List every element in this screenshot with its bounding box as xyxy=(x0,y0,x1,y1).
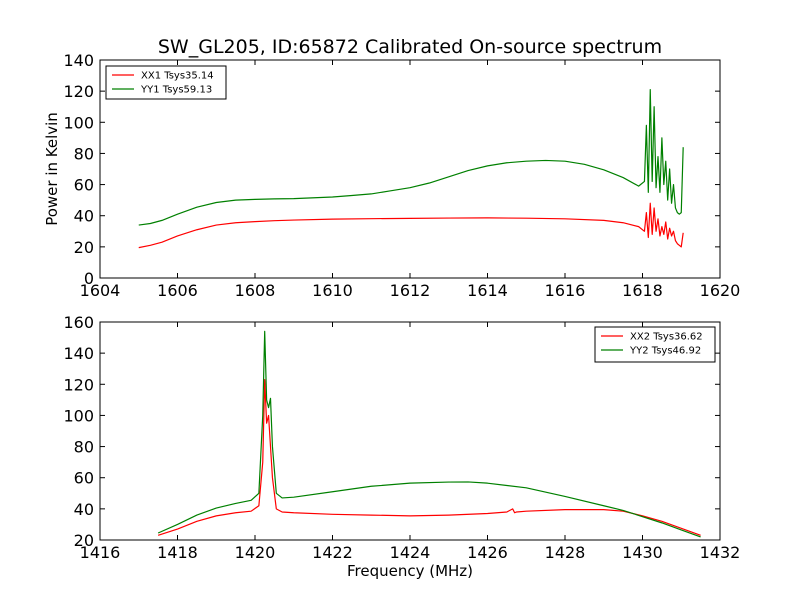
y-tick-label: 60 xyxy=(74,469,94,488)
series-line-xx-1 xyxy=(138,202,684,249)
x-tick-label: 1620 xyxy=(700,281,741,300)
y-tick-label: 40 xyxy=(74,500,94,519)
x-tick-label: 1430 xyxy=(622,543,663,562)
y-tick-label: 140 xyxy=(63,344,94,363)
legend: XX2 Tsys36.62 YY2 Tsys46.92 xyxy=(594,326,716,363)
y-tick-label: 120 xyxy=(63,82,94,101)
x-tick-label: 1420 xyxy=(235,543,276,562)
top-panel: 1604 1606 1608 1610 1612 1614 1616 1618 1620 0 20 4… xyxy=(63,51,740,300)
x-tick-label: 1416 xyxy=(80,543,121,562)
y-tick-label: 100 xyxy=(63,113,94,132)
x-tick-label: 1428 xyxy=(545,543,586,562)
x-tick-label: 1608 xyxy=(235,281,276,300)
y-tick-label: 80 xyxy=(74,438,94,457)
y-tick-label: 20 xyxy=(74,531,94,550)
x-tick-label: 1606 xyxy=(157,281,198,300)
x-tick-label: 1422 xyxy=(312,543,353,562)
x-tick-label: 1618 xyxy=(622,281,663,300)
legend: XX1 Tsys35.14 YY1 Tsys59.13 xyxy=(105,65,227,100)
y-axis-label-top: Power in Kelvin xyxy=(43,112,61,226)
bottom-panel: 1416 1418 1420 1422 1424 1426 1428 1430 1432 20 40… xyxy=(63,313,740,562)
x-tick-label: 1426 xyxy=(467,543,508,562)
x-tick-label: 1604 xyxy=(80,281,121,300)
x-tick-label: 1610 xyxy=(312,281,353,300)
x-axis-label-bottom: Frequency (MHz) xyxy=(347,562,473,580)
x-tick-label: 1616 xyxy=(545,281,586,300)
y-tick-label: 20 xyxy=(74,238,94,257)
x-tick-label: 1432 xyxy=(700,543,741,562)
x-tick-label: 1612 xyxy=(390,281,431,300)
legend-box xyxy=(105,65,227,100)
y-tick-label: 80 xyxy=(74,144,94,163)
y-tick-label: 60 xyxy=(74,176,94,195)
legend-box xyxy=(594,326,716,363)
chart-title: SW_GL205, ID:65872 Calibrated On-source … xyxy=(158,36,662,58)
legend-entry-yy: YY1 Tsys59.13 xyxy=(140,85,212,96)
legend-entry-yy: YY2 Tsys46.92 xyxy=(629,346,701,357)
legend-entry-xx: XX1 Tsys35.14 xyxy=(141,71,214,82)
y-tick-label: 120 xyxy=(63,375,94,394)
x-tick-label: 1418 xyxy=(157,543,198,562)
y-tick-label: 0 xyxy=(84,269,94,288)
y-tick-label: 40 xyxy=(74,207,94,226)
x-tick-label: 1424 xyxy=(390,543,431,562)
y-tick-label: 100 xyxy=(63,406,94,425)
series-line-yy-1 xyxy=(138,88,684,226)
legend-entry-xx: XX2 Tsys36.62 xyxy=(630,332,703,343)
x-tick-label: 1614 xyxy=(467,281,508,300)
series-line-yy-2 xyxy=(157,330,701,538)
series-line-xx-2 xyxy=(157,379,701,536)
y-tick-label: 140 xyxy=(63,51,94,70)
y-tick-label: 160 xyxy=(63,313,94,332)
